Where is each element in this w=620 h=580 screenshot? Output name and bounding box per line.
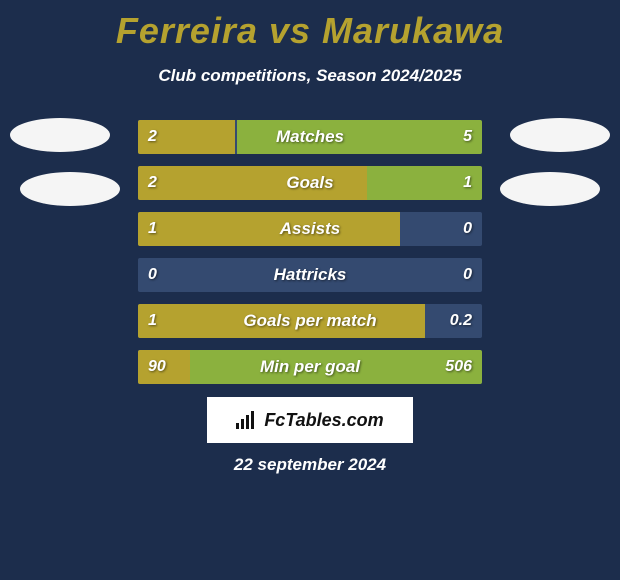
- stat-value-left: 1: [148, 312, 157, 330]
- avatar-right-1: [510, 118, 610, 152]
- stat-bar-left: [138, 212, 400, 246]
- stat-label: Matches: [276, 127, 344, 147]
- stat-value-right: 0: [463, 266, 472, 284]
- stat-row: 2 1 Goals: [138, 166, 482, 200]
- stat-label: Goals per match: [243, 311, 376, 331]
- avatar-right-2: [500, 172, 600, 206]
- stats-panel: 2 5 Matches 2 1 Goals 1 0 Assists 0 0 Hattricks 1 0.2…: [138, 120, 482, 396]
- title-vs: vs: [269, 10, 311, 51]
- stat-label: Hattricks: [274, 265, 347, 285]
- bar-chart-icon: [236, 411, 258, 429]
- subtitle: Club competitions, Season 2024/2025: [0, 66, 620, 86]
- stat-label: Assists: [280, 219, 340, 239]
- title-left: Ferreira: [116, 10, 258, 51]
- stat-value-left: 0: [148, 266, 157, 284]
- stat-value-left: 1: [148, 220, 157, 238]
- stat-value-right: 506: [445, 358, 472, 376]
- stat-row: 1 0 Assists: [138, 212, 482, 246]
- stat-value-right: 0.2: [450, 312, 472, 330]
- title-right: Marukawa: [322, 10, 504, 51]
- avatar-left-1: [10, 118, 110, 152]
- stat-label: Min per goal: [260, 357, 360, 377]
- stat-value-left: 2: [148, 174, 157, 192]
- stat-row: 0 0 Hattricks: [138, 258, 482, 292]
- stat-value-right: 1: [463, 174, 472, 192]
- stat-row: 90 506 Min per goal: [138, 350, 482, 384]
- stat-value-left: 2: [148, 128, 157, 146]
- stat-row: 1 0.2 Goals per match: [138, 304, 482, 338]
- stat-label: Goals: [286, 173, 333, 193]
- brand-box: FcTables.com: [207, 397, 413, 443]
- stat-value-left: 90: [148, 358, 166, 376]
- stat-value-right: 5: [463, 128, 472, 146]
- date-text: 22 september 2024: [0, 455, 620, 475]
- brand-text: FcTables.com: [264, 410, 383, 431]
- stat-row: 2 5 Matches: [138, 120, 482, 154]
- avatar-left-2: [20, 172, 120, 206]
- page-title: Ferreira vs Marukawa: [0, 0, 620, 52]
- stat-bar-right: [237, 120, 482, 154]
- stat-value-right: 0: [463, 220, 472, 238]
